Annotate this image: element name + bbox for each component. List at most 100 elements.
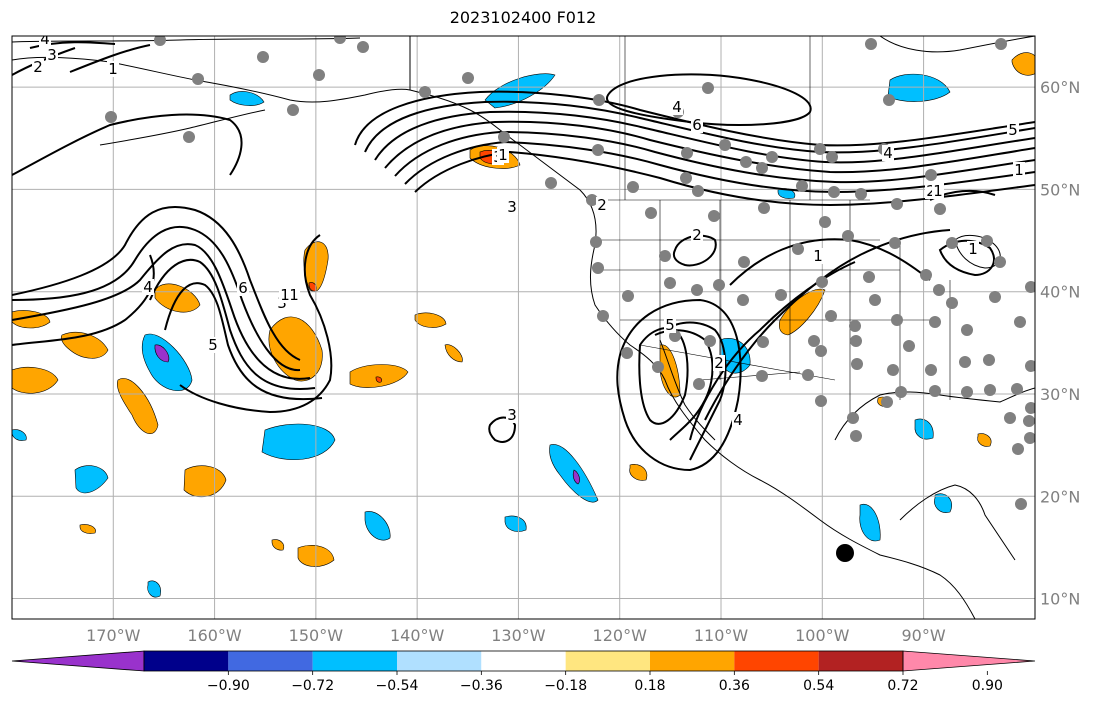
contour-line [616,298,742,472]
colorbar-segment [312,651,397,671]
contour-label-bg [46,47,58,63]
cyan-region [859,503,881,542]
contour-line [374,110,1035,164]
contour-line [384,120,1035,174]
lon-tick-label: 90°W [901,626,945,645]
contour-label: 6 [692,116,702,134]
contour-label: 5 [665,316,675,334]
orange-region [183,465,227,498]
orange-region [414,312,447,328]
contour-label: 1 [108,60,118,78]
contour-label: 3 [507,406,517,424]
colorbar-segment [650,651,735,671]
colorbar-label: −0.54 [376,678,419,694]
contour-label: 3 [507,198,517,216]
contour-label: 2 [597,196,607,214]
lat-tick-label: 50°N [1040,180,1080,199]
contour-line [606,73,812,126]
red-core [375,376,382,383]
cyan-region [934,493,952,513]
contour-label: 1 [289,286,299,304]
contour-line [404,140,1035,194]
contour-label-bg [142,279,154,295]
orange-region [444,344,463,363]
contour-label-bg [671,99,683,115]
lat-tick-label: 10°N [1040,590,1080,609]
cyan-region [261,423,336,461]
latitude-ticks: 10°N 20°N 30°N 40°N 50°N 60°N [1040,78,1080,608]
contour-label: 1 [280,286,290,304]
contour-label-bg [39,36,51,47]
contour-label: 4 [40,30,50,48]
colorbar-label: −0.36 [460,678,503,694]
contour-label-bg [1007,122,1019,138]
contour-labels: 4321465432165413211234513211 [32,30,1025,429]
lon-tick-label: 150°W [289,626,344,645]
contour-label-bg [506,407,518,423]
cyan-region [504,515,527,532]
colorbar-segment [565,651,650,671]
contour-line [12,113,243,176]
contour-line [164,282,323,401]
contour-line [149,258,316,390]
contour-label: 2 [714,354,724,372]
colorbar-label: 0.90 [972,678,1003,694]
colorbar-label: −0.90 [207,678,250,694]
contour-label: 6 [238,279,248,297]
contour-label-bg [691,227,703,243]
colorbar-extend-low [11,650,145,672]
alaska-coast-north [12,37,361,43]
purple-core [572,469,580,485]
colorbar-label: 0.72 [887,678,918,694]
orange-region [977,433,992,447]
colorbar-segment [228,651,313,671]
contour-label: 2 [692,226,702,244]
contour-label: 4 [733,411,743,429]
cyan-region [229,91,265,106]
cyan-region [147,580,161,598]
contour-label: 1 [498,146,508,164]
contour-line [12,254,155,346]
contour-line [664,321,727,461]
colorbar: −0.90 −0.72 −0.54 −0.36 −0.18 0.18 0.36 0.54 0.7… [11,650,1036,694]
contour-label: 1 [933,182,943,200]
orange-region [629,464,648,481]
orange-region [117,378,159,434]
alaska-coast [12,56,411,103]
lon-tick-label: 110°W [694,626,749,645]
contour-label-bg [812,248,824,264]
contour-label-bg [664,317,676,333]
contour-label: 3 [47,46,57,64]
orange-region [1011,52,1035,76]
orange-region [12,367,59,394]
contour-label: 1 [1014,161,1024,179]
contour-line [179,234,333,414]
longitude-ticks: 170°W 160°W 150°W 140°W 130°W 120°W 110°W 100°W… [86,626,946,645]
contour-line [488,416,517,443]
lon-tick-label: 120°W [593,626,648,645]
contour-line [69,44,151,73]
contour-label-bg [207,337,219,353]
colorbar-label: 0.36 [719,678,750,694]
contour-label-bg [967,241,979,257]
contour-lines [12,41,1035,472]
contour-label: 4 [883,144,893,162]
contour-label: 1 [968,240,978,258]
contour-label-bg [1013,162,1025,178]
contour-label-bg [497,147,509,163]
contour-label-bg [596,197,608,213]
contour-label: 2 [926,182,936,200]
colorbar-label: 0.54 [803,678,834,694]
cyan-region [74,465,109,494]
contour-label: 5 [1008,121,1018,139]
aleutians [99,109,266,146]
colorbar-segment [818,651,903,671]
contour-line [12,225,301,372]
colorbar-segment [734,651,819,671]
orange-region [349,364,409,388]
cyan-region [12,429,27,441]
lat-tick-label: 40°N [1040,283,1080,302]
contour-label-bg [713,355,725,371]
colorbar-label: −0.18 [544,678,587,694]
colorbar-extend-high [902,650,1036,672]
